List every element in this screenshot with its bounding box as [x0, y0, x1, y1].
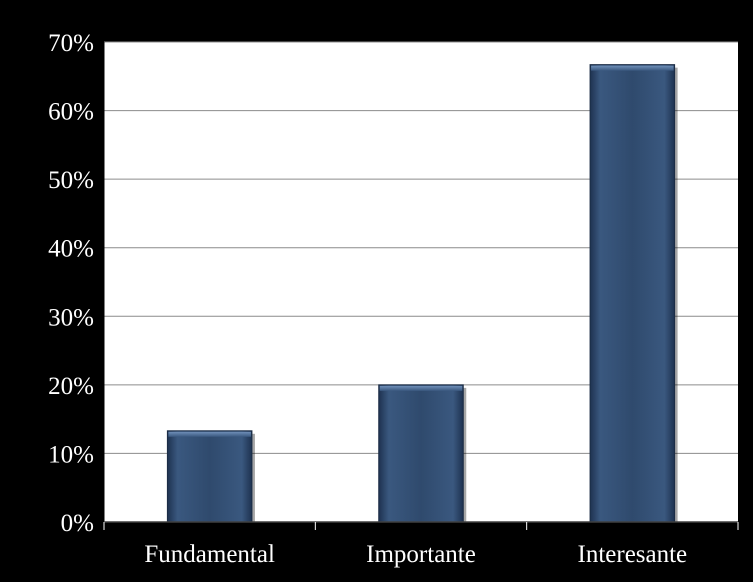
y-tick-label: 50%	[48, 167, 94, 194]
y-tick-label: 10%	[48, 441, 94, 468]
y-tick-label: 40%	[48, 236, 94, 263]
bar-bevel-1	[168, 431, 251, 437]
axes	[98, 41, 739, 530]
bar-interesante	[589, 64, 676, 523]
bar-bevel-3	[591, 65, 674, 71]
bar-fundamental	[166, 430, 253, 523]
x-category-label: Interesante	[578, 541, 688, 568]
bar-importante	[378, 384, 464, 523]
x-axis-category-labels: Fundamental Importante Interesante	[144, 541, 687, 568]
y-tick-label: 70%	[48, 30, 94, 57]
y-tick-label: 30%	[48, 304, 94, 331]
bar-bevel-2	[379, 385, 463, 391]
y-axis-tick-labels: 0% 10% 20% 30% 40% 50% 60% 70%	[48, 30, 94, 537]
x-category-label: Fundamental	[144, 541, 275, 568]
x-category-label: Importante	[366, 541, 476, 568]
bars	[166, 64, 678, 525]
y-tick-label: 0%	[61, 510, 94, 537]
y-tick-label: 60%	[48, 99, 94, 126]
y-tick-label: 20%	[48, 373, 94, 400]
